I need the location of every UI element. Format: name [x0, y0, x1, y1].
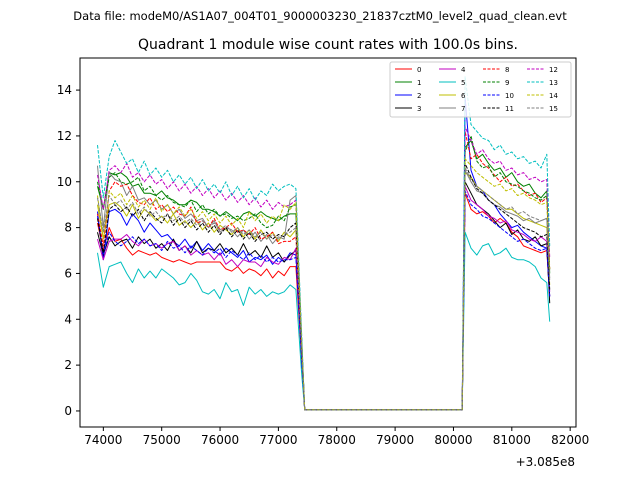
- y-tick-label-8: 8: [64, 221, 72, 235]
- y-tick-label-6: 6: [64, 266, 72, 280]
- y-tick-label-10: 10: [57, 175, 72, 189]
- y-tick-label-4: 4: [64, 312, 72, 326]
- x-tick-label-78000: 78000: [318, 433, 356, 447]
- legend-label-14: 14: [549, 92, 558, 100]
- series-line-12: [97, 126, 551, 411]
- y-tick-label-2: 2: [64, 358, 72, 372]
- chart-suptitle: Data file: modeM0/AS1A07_004T01_90000032…: [73, 9, 567, 23]
- legend-label-1: 1: [417, 79, 421, 87]
- legend-label-7: 7: [461, 105, 465, 113]
- series-lines: [97, 75, 551, 411]
- series-line-9: [97, 135, 551, 411]
- x-tick-label-79000: 79000: [376, 433, 414, 447]
- legend-label-0: 0: [417, 66, 421, 74]
- legend-label-5: 5: [461, 79, 465, 87]
- x-tick-label-81000: 81000: [493, 433, 531, 447]
- legend-label-12: 12: [549, 66, 558, 74]
- legend-label-2: 2: [417, 92, 421, 100]
- x-tick-label-76000: 76000: [201, 433, 239, 447]
- series-line-13: [97, 75, 551, 411]
- y-tick-label-12: 12: [57, 129, 72, 143]
- x-tick-label-77000: 77000: [259, 433, 297, 447]
- y-axis: 0 2 4 6 8 10 12 14: [57, 83, 80, 418]
- legend-label-11: 11: [505, 105, 514, 113]
- legend-box: [389, 61, 572, 118]
- axes-frame: [79, 57, 577, 428]
- legend-label-8: 8: [505, 66, 509, 74]
- legend-label-10: 10: [505, 92, 514, 100]
- legend-label-15: 15: [549, 105, 558, 113]
- legend-label-6: 6: [461, 92, 466, 100]
- series-line-3: [97, 181, 551, 411]
- series-line-4: [97, 185, 551, 411]
- series-line-14: [97, 158, 551, 411]
- legend-label-3: 3: [417, 105, 421, 113]
- series-line-15: [97, 167, 551, 411]
- x-offset-label: +3.085e8: [516, 455, 575, 469]
- x-tick-label-82000: 82000: [551, 433, 589, 447]
- series-line-0: [97, 192, 551, 411]
- series-line-5: [97, 231, 551, 411]
- legend-label-4: 4: [461, 66, 466, 74]
- series-line-8: [97, 130, 551, 411]
- series-line-7: [97, 165, 551, 411]
- legend-label-13: 13: [549, 79, 558, 87]
- series-line-2: [97, 96, 551, 411]
- y-tick-label-14: 14: [57, 83, 72, 97]
- series-line-10: [97, 190, 551, 411]
- series-line-1: [97, 140, 551, 411]
- chart-title: Quadrant 1 module wise count rates with …: [138, 37, 518, 53]
- x-tick-label-75000: 75000: [143, 433, 181, 447]
- x-axis: 74000 75000 76000 77000 78000 79000 80000 81000…: [84, 427, 589, 447]
- y-tick-label-0: 0: [64, 404, 72, 418]
- legend-label-9: 9: [505, 79, 509, 87]
- series-line-11: [97, 162, 551, 411]
- x-tick-label-74000: 74000: [84, 433, 122, 447]
- x-tick-label-80000: 80000: [434, 433, 472, 447]
